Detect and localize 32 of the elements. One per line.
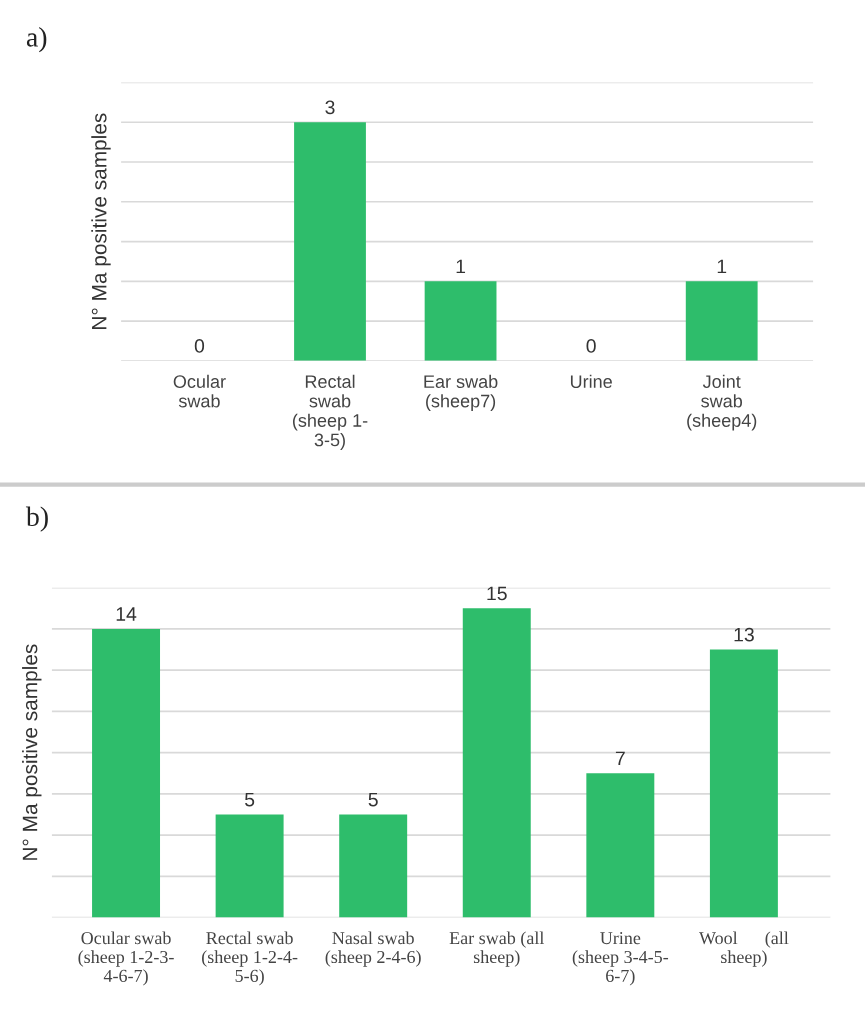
bar <box>215 814 284 918</box>
x-tick-label: Ear swab (all sheep) <box>449 931 545 967</box>
x-tick-label: Urine <box>570 374 612 388</box>
data-label: 5 <box>368 792 378 807</box>
y-axis-title: N° Ma positive samples <box>91 113 111 329</box>
data-label: 3 <box>325 100 335 115</box>
x-tick-label: Ear swab (sheep7) <box>424 374 498 412</box>
y-axis-title: N° Ma positive samples <box>22 644 42 860</box>
bar <box>92 628 161 918</box>
x-tick-label: Ocular swab <box>173 374 226 408</box>
data-label: 1 <box>456 259 466 274</box>
bar <box>339 814 408 918</box>
data-label: 0 <box>194 339 205 353</box>
data-label: 13 <box>734 627 754 642</box>
chart-title: a) <box>26 27 47 53</box>
data-label: 0 <box>586 339 596 353</box>
bar <box>462 608 531 918</box>
x-tick-label: Rectal swab (sheep 1-2-4- 5-6) <box>202 931 298 986</box>
x-tick-label: Nasal swab (sheep 2-4-6) <box>325 931 421 967</box>
x-tick-label: Urine (sheep 3-4-5- 6-7) <box>572 932 669 986</box>
bar <box>586 773 655 918</box>
bar <box>709 649 778 918</box>
data-label: 14 <box>116 607 137 621</box>
data-label: 1 <box>717 259 727 274</box>
x-tick-label: Ocular swab (sheep 1-2-3- 4-6-7) <box>78 931 174 986</box>
chart-title: b) <box>25 506 48 532</box>
x-tick-label: Wool (all sheep) <box>699 931 789 967</box>
x-tick-label: Rectal swab (sheep 1- 3-5) <box>292 374 368 450</box>
x-tick-label: Joint swab (sheep4) <box>687 374 757 431</box>
data-label: 7 <box>615 751 625 766</box>
data-label: 15 <box>487 586 507 601</box>
data-label: 5 <box>244 792 255 807</box>
